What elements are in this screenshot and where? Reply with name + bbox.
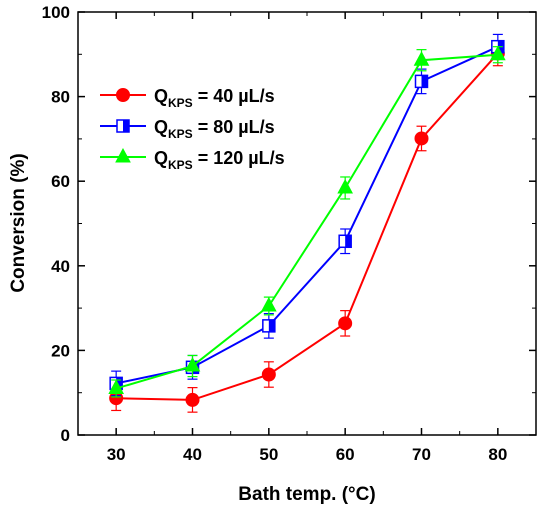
legend-marker — [115, 147, 131, 163]
y-tick-label: 0 — [61, 426, 70, 445]
legend-label: QKPS = 40 µL/s — [154, 86, 275, 110]
x-tick-label: 40 — [183, 445, 202, 464]
legend-label: QKPS = 80 µL/s — [154, 117, 275, 141]
data-point — [262, 319, 276, 333]
series-2 — [108, 45, 506, 398]
legend-label-subscript: KPS — [168, 158, 193, 172]
marker-fill-half — [123, 120, 129, 132]
legend-label-subscript: KPS — [168, 127, 193, 141]
data-point — [337, 178, 354, 194]
legend-label-subscript: KPS — [168, 96, 193, 110]
data-point — [261, 367, 276, 382]
plot-frame — [77, 11, 537, 436]
data-point — [414, 74, 429, 89]
legend-label-main: Q — [154, 117, 168, 137]
legend-label-rest: = 80 µL/s — [193, 117, 275, 137]
marker-fill-half — [116, 377, 123, 390]
data-point — [489, 45, 506, 61]
y-tick-label: 60 — [51, 172, 70, 191]
x-tick-label: 30 — [107, 445, 126, 464]
legend-label: QKPS = 120 µL/s — [154, 148, 285, 172]
data-point — [260, 296, 277, 312]
x-tick-label: 60 — [336, 445, 355, 464]
legend-item-2: QKPS = 120 µL/s — [100, 147, 285, 172]
series-line — [116, 52, 499, 401]
marker-fill-half — [345, 235, 352, 248]
data-point — [184, 356, 201, 372]
x-axis-title: Bath temp. (°C) — [238, 484, 375, 505]
data-point — [338, 316, 353, 331]
y-axis-title: Conversion (%) — [8, 153, 29, 292]
data-point — [185, 392, 200, 407]
y-tick-label: 100 — [42, 3, 70, 22]
axis-ticks: 30 40 50 60 70 80 0 20 40 60 80 100 — [42, 3, 536, 464]
series-1 — [109, 33, 505, 397]
marker-fill-half — [268, 319, 275, 332]
y-tick-label: 20 — [51, 341, 70, 360]
data-point — [108, 379, 125, 394]
data-point — [338, 234, 352, 249]
legend-label-rest: = 40 µL/s — [193, 86, 275, 106]
legend-marker — [116, 119, 130, 133]
series-line — [115, 53, 498, 390]
legend-label-rest: = 120 µL/s — [193, 148, 285, 168]
legend-label-main: Q — [154, 148, 168, 168]
legend-item-1: QKPS = 80 µL/s — [100, 117, 275, 141]
x-tick-label: 50 — [259, 445, 278, 464]
series-layer — [108, 33, 506, 413]
marker-fill-half — [421, 75, 428, 88]
x-tick-label: 80 — [488, 445, 507, 464]
data-point — [413, 51, 430, 66]
legend-item-0: QKPS = 40 µL/s — [100, 86, 275, 110]
legend-label-main: Q — [154, 86, 168, 106]
x-tick-label: 70 — [412, 445, 431, 464]
data-point — [414, 131, 429, 146]
y-tick-label: 40 — [51, 257, 70, 276]
legend-marker — [116, 88, 130, 102]
y-tick-label: 80 — [51, 88, 70, 107]
